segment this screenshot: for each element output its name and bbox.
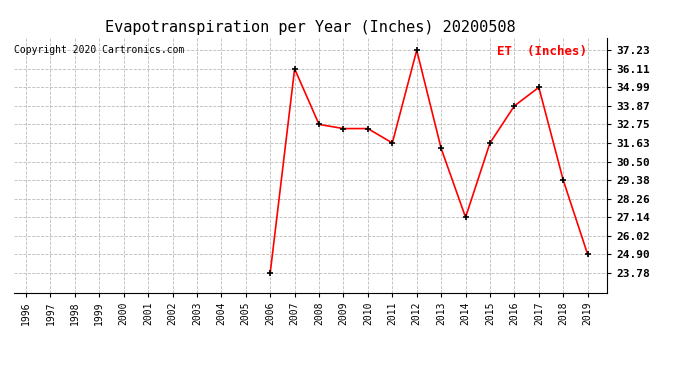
Title: Evapotranspiration per Year (Inches) 20200508: Evapotranspiration per Year (Inches) 202…: [105, 20, 516, 35]
Text: Copyright 2020 Cartronics.com: Copyright 2020 Cartronics.com: [14, 45, 184, 55]
Text: ET  (Inches): ET (Inches): [497, 45, 586, 58]
